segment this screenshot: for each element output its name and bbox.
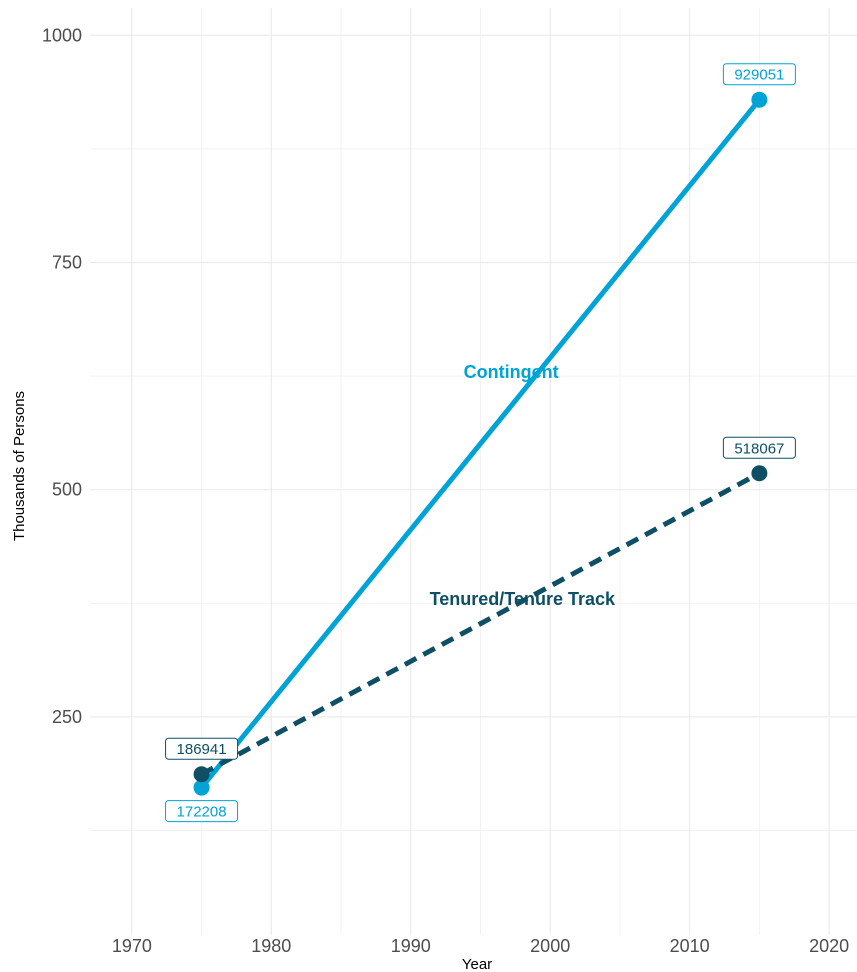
axis-ticks: 1970 1980 1990 2000 2010 2020 250 500 750 1000 — [42, 25, 849, 956]
data-point — [751, 465, 768, 482]
y-axis-title: Thousands of Persons — [11, 391, 28, 541]
series-layer — [193, 91, 768, 796]
x-axis-title: Year — [462, 956, 492, 972]
x-tick-label: 1980 — [251, 936, 291, 956]
data-point — [193, 779, 210, 796]
y-tick-label: 1000 — [42, 25, 82, 45]
series-label: Tenured/Tenure Track — [430, 589, 616, 609]
y-tick-label: 250 — [52, 707, 82, 727]
data-label: 929051 — [722, 63, 796, 86]
data-label: 172208 — [165, 800, 239, 823]
data-point — [193, 766, 210, 783]
data-label-box — [165, 800, 239, 823]
series-label: Contingent — [464, 362, 559, 382]
x-tick-label: 1990 — [391, 936, 431, 956]
y-tick-label: 500 — [52, 480, 82, 500]
series-line — [199, 98, 762, 790]
data-point — [751, 91, 768, 108]
data-label-box — [722, 63, 796, 86]
x-tick-label: 2020 — [809, 936, 849, 956]
y-tick-label: 750 — [52, 252, 82, 272]
data-label-text: 172208 — [177, 804, 227, 821]
data-label-text: 929051 — [734, 67, 784, 84]
labels-layer: Contingent Tenured/Tenure Track 172208 9290… — [165, 63, 796, 823]
x-tick-label: 1970 — [112, 936, 152, 956]
data-label-text: 186941 — [177, 741, 227, 758]
grid — [90, 8, 857, 935]
data-label: 518067 — [722, 436, 796, 459]
series-line — [200, 471, 761, 777]
x-tick-label: 2010 — [670, 936, 710, 956]
data-label-box — [722, 436, 796, 459]
x-tick-label: 2000 — [530, 936, 570, 956]
data-label-text: 518067 — [734, 440, 784, 457]
data-label: 186941 — [165, 737, 239, 760]
data-label-box — [165, 737, 239, 760]
